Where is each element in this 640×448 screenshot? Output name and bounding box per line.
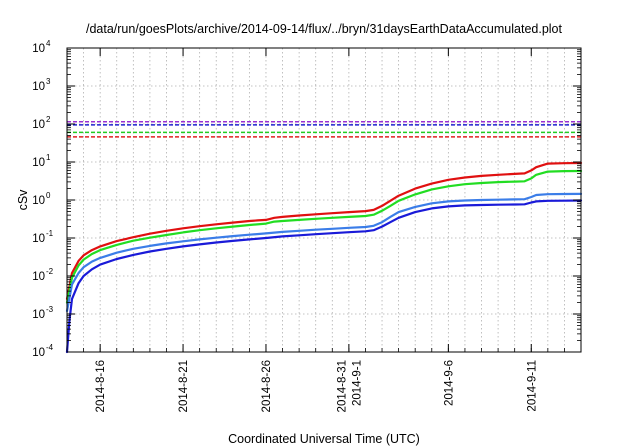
y-tick-exponent: 4: [46, 39, 51, 48]
y-tick-label: 10: [32, 81, 45, 93]
series-line: [65, 169, 583, 304]
y-tick-exponent: 0: [46, 191, 51, 200]
y-tick-exponent: -1: [46, 229, 54, 238]
y-axis-label: cSv: [16, 189, 30, 211]
y-tick-exponent: -3: [46, 305, 54, 314]
y-tick-exponent: 3: [46, 77, 51, 86]
chart-title: /data/run/goesPlots/archive/2014-09-14/f…: [86, 22, 562, 36]
series-line: [65, 199, 583, 354]
x-tick-label: 2014-9-1: [351, 360, 363, 406]
y-tick-exponent: 2: [46, 115, 51, 124]
x-tick-label: 2014-8-31: [336, 360, 348, 412]
reference-lines: [67, 120, 581, 138]
y-tick-label: 10: [32, 119, 45, 131]
y-tick-label: 10: [32, 233, 45, 245]
y-tick-label: 10: [32, 43, 45, 55]
y-tick-label: 10: [32, 271, 45, 283]
y-tick-label: 10: [32, 195, 45, 207]
series-lines: [65, 161, 583, 354]
x-tick-label: 2014-8-26: [261, 360, 273, 412]
x-axis-label: Coordinated Universal Time (UTC): [228, 432, 420, 446]
x-tick-label: 2014-9-6: [443, 360, 455, 406]
y-tick-label: 10: [32, 157, 45, 169]
y-tick-exponent: -2: [46, 267, 54, 276]
x-tick-label: 2014-8-21: [178, 360, 190, 412]
y-tick-exponent: -4: [46, 343, 54, 352]
y-tick-label: 10: [32, 309, 45, 321]
x-tick-label: 2014-8-16: [95, 360, 107, 412]
x-axis-ticks: 2014-8-16 2014-8-21 2014-8-26 2014-8-31 2014…: [83, 48, 565, 412]
series-line: [65, 192, 583, 313]
y-tick-exponent: 1: [46, 153, 51, 162]
series-line: [65, 161, 583, 300]
y-tick-label: 10: [32, 347, 45, 359]
x-tick-label: 2014-9-11: [526, 360, 538, 412]
